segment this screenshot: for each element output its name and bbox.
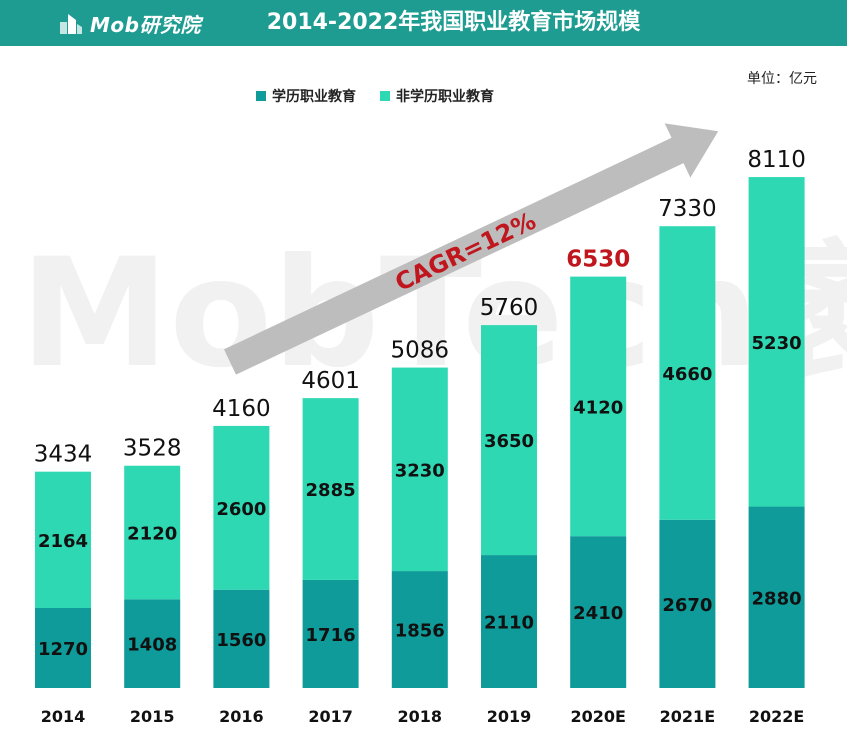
data-label-academic: 2670	[662, 595, 712, 616]
bar-non-academic	[570, 276, 627, 537]
bar-non-academic	[35, 471, 91, 608]
x-tick-label: 2017	[308, 707, 353, 726]
x-tick-label: 2021E	[660, 707, 715, 726]
data-label-academic: 1560	[216, 630, 266, 651]
total-label: 4601	[301, 368, 360, 394]
title-bar: Mob研究院 2014-2022年我国职业教育市场规模	[0, 0, 847, 46]
mob-logo: Mob研究院	[58, 6, 201, 40]
data-label-academic: 1270	[38, 639, 88, 660]
data-label-academic: 2110	[484, 613, 534, 634]
bar-non-academic	[302, 398, 359, 580]
data-label-academic: 1716	[306, 625, 356, 646]
data-label-non-academic: 3230	[395, 460, 445, 481]
bar-non-academic	[748, 177, 805, 507]
total-label: 8110	[747, 147, 806, 173]
unit-label: 单位：亿元	[747, 71, 817, 87]
data-label-non-academic: 5230	[752, 333, 802, 354]
building-logo-icon	[60, 14, 82, 34]
labels-layer: 1270 2164 3434 2014 1408 2120 3528 2015 1560 2600…	[34, 147, 806, 726]
legend-item-non-academic: 非学历职业教育	[380, 86, 494, 106]
page-title: 2014-2022年我国职业教育市场规模	[266, 10, 641, 35]
total-label: 4160	[212, 396, 271, 422]
bar-academic	[302, 579, 359, 688]
bar-non-academic	[391, 367, 448, 572]
bar-non-academic	[213, 425, 270, 590]
total-label: 5760	[480, 295, 539, 321]
data-label-academic: 2410	[573, 603, 623, 624]
data-label-academic: 1856	[395, 621, 445, 642]
data-label-non-academic: 2120	[127, 524, 177, 545]
bar-non-academic	[124, 465, 181, 600]
cagr-arrow-shape	[224, 123, 719, 375]
legend-label-academic: 学历职业教育	[272, 89, 356, 105]
data-label-non-academic: 4660	[662, 364, 712, 385]
legend-item-academic: 学历职业教育	[256, 86, 356, 106]
legend-swatch-non-academic	[380, 91, 390, 101]
data-label-non-academic: 3650	[484, 431, 534, 452]
bar-academic	[570, 536, 627, 688]
data-label-non-academic: 2600	[216, 499, 266, 520]
data-label-non-academic: 2164	[38, 531, 88, 552]
data-label-academic: 1408	[127, 635, 177, 656]
x-tick-label: 2022E	[749, 707, 804, 726]
legend: 学历职业教育 非学历职业教育	[256, 86, 494, 106]
bar-academic	[391, 571, 448, 688]
total-label: 6530	[566, 247, 630, 273]
bar-academic	[748, 506, 805, 688]
bar-academic	[213, 589, 270, 688]
data-label-non-academic: 2885	[306, 480, 356, 501]
x-tick-label: 2015	[130, 707, 175, 726]
bar-non-academic	[481, 325, 537, 556]
bar-academic	[659, 519, 716, 688]
bars-layer	[35, 177, 805, 688]
total-label: 7330	[658, 196, 717, 222]
bar-academic	[481, 555, 537, 688]
bar-academic	[35, 607, 91, 688]
bar-non-academic	[659, 226, 716, 520]
legend-swatch-academic	[256, 91, 266, 101]
total-label: 5086	[391, 338, 450, 364]
total-label: 3528	[123, 436, 182, 462]
x-tick-label: 2018	[398, 707, 443, 726]
x-tick-label: 2016	[219, 707, 264, 726]
bar-academic	[124, 599, 181, 688]
total-label: 3434	[34, 442, 93, 468]
x-tick-label: 2019	[487, 707, 532, 726]
data-label-academic: 2880	[752, 588, 802, 609]
logo-text: Mob研究院	[90, 12, 201, 37]
legend-label-non-academic: 非学历职业教育	[396, 89, 494, 105]
data-label-non-academic: 4120	[573, 397, 623, 418]
x-tick-label: 2014	[41, 707, 86, 726]
x-tick-label: 2020E	[570, 707, 625, 726]
